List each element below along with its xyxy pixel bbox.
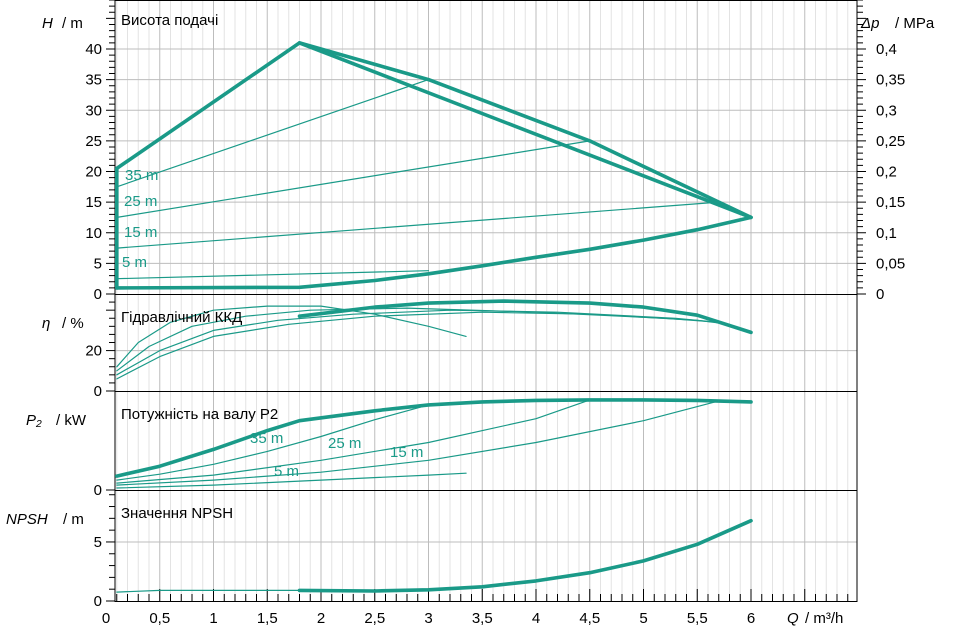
right-tick-label: 0,4 bbox=[876, 41, 897, 58]
x-tick-label: 0 bbox=[102, 610, 110, 627]
x-axis-symbol: Q bbox=[787, 610, 799, 627]
series-line-head-6 bbox=[116, 201, 720, 249]
y-tick-label-efficiency: 0 bbox=[94, 383, 102, 400]
series-line-head-7 bbox=[116, 270, 430, 280]
right-tick-label: 0,1 bbox=[876, 225, 897, 242]
y-tick-label-head: 35 bbox=[85, 72, 102, 89]
series-line-power-1 bbox=[116, 404, 430, 481]
y-tick-label-head: 20 bbox=[85, 164, 102, 181]
x-tick-label: 6 bbox=[747, 610, 755, 627]
x-tick-label: 1 bbox=[209, 610, 217, 627]
series-line-efficiency-4 bbox=[116, 311, 731, 380]
panel-title-efficiency: Гідравлічний ККД bbox=[121, 309, 242, 326]
curve-label-power: 35 m bbox=[250, 430, 283, 447]
x-tick-label: 0,5 bbox=[149, 610, 170, 627]
y-tick-label-head: 25 bbox=[85, 133, 102, 150]
series-line-power-3 bbox=[116, 400, 720, 486]
right-tick-label: 0 bbox=[876, 286, 884, 303]
series-line-head-0 bbox=[115, 41, 753, 220]
y-tick-label-head: 15 bbox=[85, 194, 102, 211]
right-tick-label: 0,35 bbox=[876, 72, 905, 89]
y-tick-label-head: 30 bbox=[85, 102, 102, 119]
panel-title-power: Потужність на валу P2 bbox=[121, 406, 278, 423]
series-line-npsh-1 bbox=[297, 518, 753, 593]
y-axis-symbol-npsh: NPSH bbox=[6, 511, 48, 528]
y-axis-unit-npsh: / m bbox=[63, 511, 84, 528]
x-tick-label: 2 bbox=[317, 610, 325, 627]
series-line-head-1 bbox=[297, 41, 753, 220]
curve-label-head: 35 m bbox=[125, 167, 158, 184]
y-tick-label-head: 5 bbox=[94, 255, 102, 272]
right-tick-label: 0,3 bbox=[876, 102, 897, 119]
curve-label-power: 15 m bbox=[390, 444, 423, 461]
series-line-efficiency-0 bbox=[297, 299, 753, 335]
curve-label-power: 25 m bbox=[328, 435, 361, 452]
x-tick-label: 3,5 bbox=[472, 610, 493, 627]
x-tick-label: 3 bbox=[424, 610, 432, 627]
panel-frame-head bbox=[114, 0, 858, 295]
x-tick-label: 4,5 bbox=[579, 610, 600, 627]
y-tick-label-head: 10 bbox=[85, 225, 102, 242]
y-tick-label-npsh: 0 bbox=[94, 593, 102, 610]
series-line-head-5 bbox=[116, 140, 591, 218]
y-axis-unit-head: / m bbox=[62, 15, 83, 32]
series-line-head-3 bbox=[115, 215, 753, 290]
x-tick-label: 2,5 bbox=[364, 610, 385, 627]
series-line-efficiency-1 bbox=[116, 305, 467, 368]
y-axis-unit-power: / kW bbox=[56, 412, 87, 429]
panel-frame-npsh bbox=[114, 490, 858, 602]
x-axis-unit: / m³/h bbox=[805, 610, 843, 627]
y-tick-label-npsh: 5 bbox=[94, 534, 102, 551]
series-line-power-2 bbox=[116, 399, 591, 484]
x-tick-label: 4 bbox=[532, 610, 540, 627]
y-axis-symbol-efficiency: η bbox=[42, 315, 50, 332]
x-tick-label: 1,5 bbox=[257, 610, 278, 627]
y-tick-label-efficiency: 20 bbox=[85, 343, 102, 360]
curve-label-head: 15 m bbox=[124, 224, 157, 241]
y-axis-symbol-power: P₂ bbox=[26, 412, 42, 429]
y-tick-label-power: 0 bbox=[94, 482, 102, 499]
right-tick-label: 0,15 bbox=[876, 194, 905, 211]
right-axis-symbol: Δp bbox=[860, 15, 879, 32]
curve-layer bbox=[115, 41, 753, 593]
right-axis-unit: / MPa bbox=[895, 15, 935, 32]
y-tick-label-head: 40 bbox=[85, 41, 102, 58]
curve-label-head: 25 m bbox=[124, 193, 157, 210]
series-line-power-4 bbox=[116, 472, 467, 489]
right-tick-label: 0,25 bbox=[876, 133, 905, 150]
curve-label-power: 5 m bbox=[274, 463, 299, 480]
y-axis-unit-efficiency: / % bbox=[62, 315, 84, 332]
panel-title-npsh: Значення NPSH bbox=[121, 505, 233, 522]
y-tick-label-head: 0 bbox=[94, 286, 102, 303]
curve-label-head: 5 m bbox=[122, 254, 147, 271]
right-tick-label: 0,2 bbox=[876, 164, 897, 181]
grid-layer bbox=[106, 0, 866, 602]
y-axis-symbol-head: H bbox=[42, 15, 53, 32]
x-tick-label: 5,5 bbox=[687, 610, 708, 627]
panel-title-head: Висота подачі bbox=[121, 12, 218, 29]
right-tick-label: 0,05 bbox=[876, 255, 905, 272]
series-line-npsh-0 bbox=[116, 589, 301, 593]
series-line-head-4 bbox=[116, 78, 430, 188]
x-tick-label: 5 bbox=[639, 610, 647, 627]
